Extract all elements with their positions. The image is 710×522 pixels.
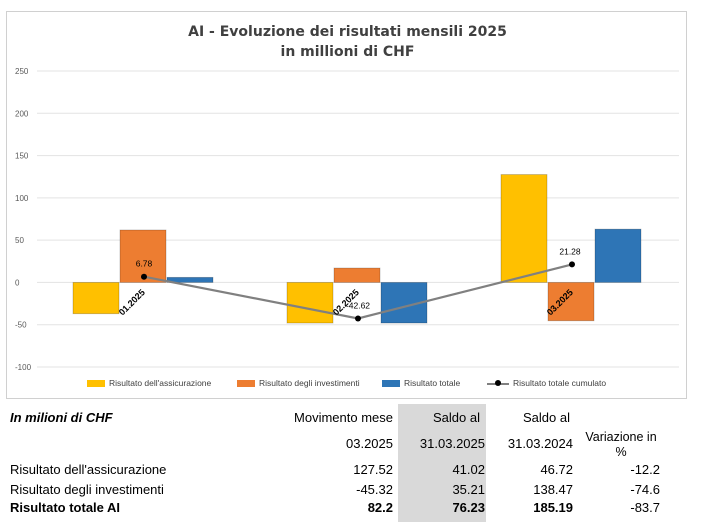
legend-item-insurance: Risultato dell'assicurazione: [87, 378, 211, 388]
legend-label-insurance: Risultato dell'assicurazione: [109, 378, 212, 388]
line-marker: [355, 315, 361, 322]
chart-frame: AI - Evoluzione dei risultati mensili 20…: [6, 11, 687, 399]
table-cell: 35.21: [452, 482, 485, 497]
chart-title-line2: in millioni di CHF: [280, 44, 415, 60]
chart-title: AI - Evoluzione dei risultati mensili 20…: [7, 22, 688, 62]
legend-item-cumulative: Risultato totale cumulato: [487, 378, 606, 388]
table-cell: -74.6: [630, 482, 660, 497]
table-cell: -12.2: [630, 462, 660, 477]
col-header-variation: Variazione in: [585, 430, 657, 444]
y-tick-label: 0: [15, 278, 20, 287]
chart-title-line1: AI - Evoluzione dei risultati mensili 20…: [188, 24, 507, 40]
data-label: 21.28: [559, 246, 581, 256]
table-cell: 46.72: [540, 462, 573, 477]
legend-label-total: Risultato totale: [404, 378, 461, 388]
bar: [119, 229, 167, 283]
col-header-variation-unit: %: [615, 445, 627, 459]
highlight-column-bg: [398, 404, 486, 522]
bar: [500, 174, 548, 283]
y-tick-label: 200: [15, 109, 29, 118]
legend-swatch-insurance: [87, 379, 105, 387]
col-header-balance-2024-date: 31.03.2024: [507, 436, 573, 451]
legend-item-investments: Risultato degli investimenti: [237, 378, 360, 388]
table-cell: 76.23: [452, 500, 485, 515]
table-row-label: Risultato degli investimenti: [10, 482, 164, 497]
table-cell: 185.19: [533, 500, 573, 515]
table-cell: 138.47: [533, 482, 573, 497]
chart-legend: Risultato dell'assicurazione Risultato d…: [87, 378, 627, 394]
col-header-balance-2024: Saldo al: [523, 410, 570, 425]
line-marker: [569, 261, 575, 268]
col-header-balance-2025: Saldo al: [433, 410, 480, 425]
table-cell: 127.52: [353, 462, 393, 477]
y-tick-label: 50: [15, 236, 24, 245]
bar: [286, 282, 334, 324]
legend-label-cumulative: Risultato totale cumulato: [513, 378, 607, 388]
y-tick-label: 150: [15, 152, 29, 161]
col-header-movement: Movimento mese: [294, 410, 393, 425]
table-cell: 82.2: [367, 500, 393, 515]
col-header-balance-2025-date: 31.03.2025: [419, 436, 485, 451]
table-row-label-total: Risultato totale AI: [10, 500, 121, 515]
legend-item-total: Risultato totale: [382, 378, 460, 388]
category-label: 01.2025: [117, 287, 147, 317]
table-cell: -83.7: [630, 500, 660, 515]
results-table: In milioni di CHF Movimento mese 03.2025…: [0, 404, 710, 522]
table-row-label: Risultato dell'assicurazione: [10, 462, 167, 477]
y-tick-label: -100: [15, 363, 32, 372]
legend-label-investments: Risultato degli investimenti: [259, 378, 360, 388]
table-cell: -45.32: [356, 482, 393, 497]
y-tick-label: 100: [15, 194, 29, 203]
bar: [594, 228, 642, 283]
bar: [333, 267, 381, 283]
y-tick-label: 250: [15, 67, 29, 76]
line-marker: [141, 273, 147, 280]
y-tick-label: -50: [15, 321, 27, 330]
bar: [166, 276, 214, 283]
chart-plot: 250 200 150 100 50 0 -50 -100 6.78 -42.62 21.28 01.…: [15, 67, 679, 372]
data-label: -42.62: [346, 300, 370, 310]
data-label: 6.78: [136, 259, 153, 269]
legend-line-cumulative: [487, 379, 509, 388]
legend-swatch-investments: [237, 379, 255, 387]
col-header-movement-date: 03.2025: [346, 436, 393, 451]
table-header-label: In milioni di CHF: [10, 410, 113, 425]
bar: [547, 282, 595, 322]
bar: [72, 282, 120, 315]
legend-swatch-total: [382, 379, 400, 387]
table-cell: 41.02: [452, 462, 485, 477]
